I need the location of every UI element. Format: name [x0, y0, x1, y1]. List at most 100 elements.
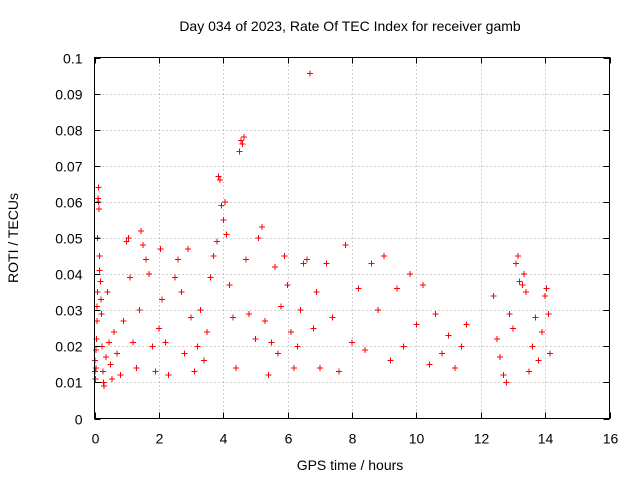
data-point — [165, 372, 172, 379]
data-point — [300, 260, 307, 267]
data-point — [221, 198, 228, 205]
x-tick-label: 2 — [156, 431, 164, 447]
data-point — [125, 235, 132, 241]
data-point — [529, 343, 536, 350]
data-point — [542, 292, 549, 299]
x-tick-label: 10 — [409, 431, 425, 447]
data-point — [178, 289, 185, 296]
data-point — [98, 310, 105, 317]
data-point — [406, 271, 413, 278]
data-point — [162, 339, 169, 346]
y-axis-label: ROTI / TECUs — [5, 193, 21, 283]
data-point — [200, 357, 207, 364]
data-point — [445, 332, 452, 339]
data-point — [220, 216, 227, 223]
data-point — [157, 245, 164, 252]
data-point — [95, 198, 102, 205]
data-point — [126, 274, 133, 281]
y-tick-label: 0.03 — [55, 303, 82, 319]
data-point — [355, 285, 362, 292]
x-tick-labels: 0 2 4 6 8 10 12 14 16 — [92, 431, 619, 447]
data-point — [143, 256, 149, 263]
data-point — [105, 339, 112, 346]
data-point — [218, 202, 225, 209]
data-point — [197, 307, 204, 314]
data-point — [99, 368, 106, 375]
data-point — [181, 350, 188, 357]
data-point — [207, 274, 214, 281]
data-point — [97, 296, 104, 303]
data-point — [490, 292, 497, 299]
y-tick-label: 0.02 — [55, 339, 82, 355]
data-point — [159, 296, 166, 303]
data-point — [535, 357, 542, 364]
x-tick-label: 16 — [603, 431, 619, 447]
data-point — [268, 339, 275, 346]
data-point — [210, 253, 217, 260]
data-point — [294, 343, 301, 350]
data-point — [109, 375, 116, 382]
x-tick-label: 8 — [349, 431, 357, 447]
data-point — [155, 325, 162, 332]
data-point — [217, 177, 224, 184]
data-point — [117, 372, 124, 379]
y-tick-label: 0.06 — [55, 195, 82, 211]
data-point — [361, 346, 368, 353]
data-point — [265, 372, 272, 379]
x-axis-label: GPS time / hours — [297, 457, 404, 473]
data-point — [95, 184, 102, 191]
data-point — [149, 343, 156, 350]
data-point — [258, 224, 265, 231]
data-point — [184, 245, 191, 252]
data-point — [96, 253, 103, 260]
data-point — [426, 361, 433, 368]
data-point — [110, 328, 117, 335]
data-point — [400, 343, 407, 350]
data-point — [94, 303, 101, 310]
x-tick-label: 12 — [474, 431, 490, 447]
data-point — [316, 364, 323, 371]
data-point — [313, 289, 320, 296]
data-point — [102, 354, 109, 361]
data-point — [255, 235, 262, 241]
data-point — [493, 336, 500, 343]
data-point — [233, 364, 240, 371]
data-point — [229, 314, 236, 321]
data-point — [237, 137, 244, 144]
data-point — [139, 242, 146, 249]
data-point — [519, 281, 526, 288]
data-point — [287, 328, 294, 335]
data-point — [96, 267, 103, 274]
chart-title: Day 034 of 2023, Rate Of TEC Index for r… — [179, 18, 521, 34]
data-point — [252, 336, 259, 343]
data-point — [381, 253, 388, 260]
data-point — [96, 206, 103, 213]
y-tick-label: 0.05 — [55, 231, 82, 247]
data-point — [374, 307, 381, 314]
y-tick-label: 0.01 — [55, 375, 82, 391]
data-point — [262, 318, 269, 325]
data-point — [191, 368, 198, 375]
data-point — [522, 289, 529, 296]
y-tick-label: 0.08 — [55, 123, 82, 139]
data-point — [278, 303, 285, 310]
data-point — [146, 271, 153, 278]
data-point — [213, 238, 220, 245]
data-point — [239, 141, 246, 148]
data-point — [452, 364, 458, 371]
data-point — [130, 339, 137, 346]
data-point — [171, 274, 178, 281]
data-point — [545, 310, 552, 317]
data-point — [226, 281, 233, 288]
data-point — [114, 350, 121, 357]
data-point — [303, 256, 310, 263]
data-point — [387, 357, 394, 364]
data-point — [532, 314, 539, 321]
y-tick-label: 0.04 — [55, 267, 82, 283]
y-tick-label: 0.07 — [55, 159, 82, 175]
data-point — [104, 289, 111, 296]
data-point — [241, 133, 248, 140]
data-point — [458, 343, 465, 350]
data-point — [92, 346, 99, 353]
y-tick-label: 0.09 — [55, 87, 82, 103]
